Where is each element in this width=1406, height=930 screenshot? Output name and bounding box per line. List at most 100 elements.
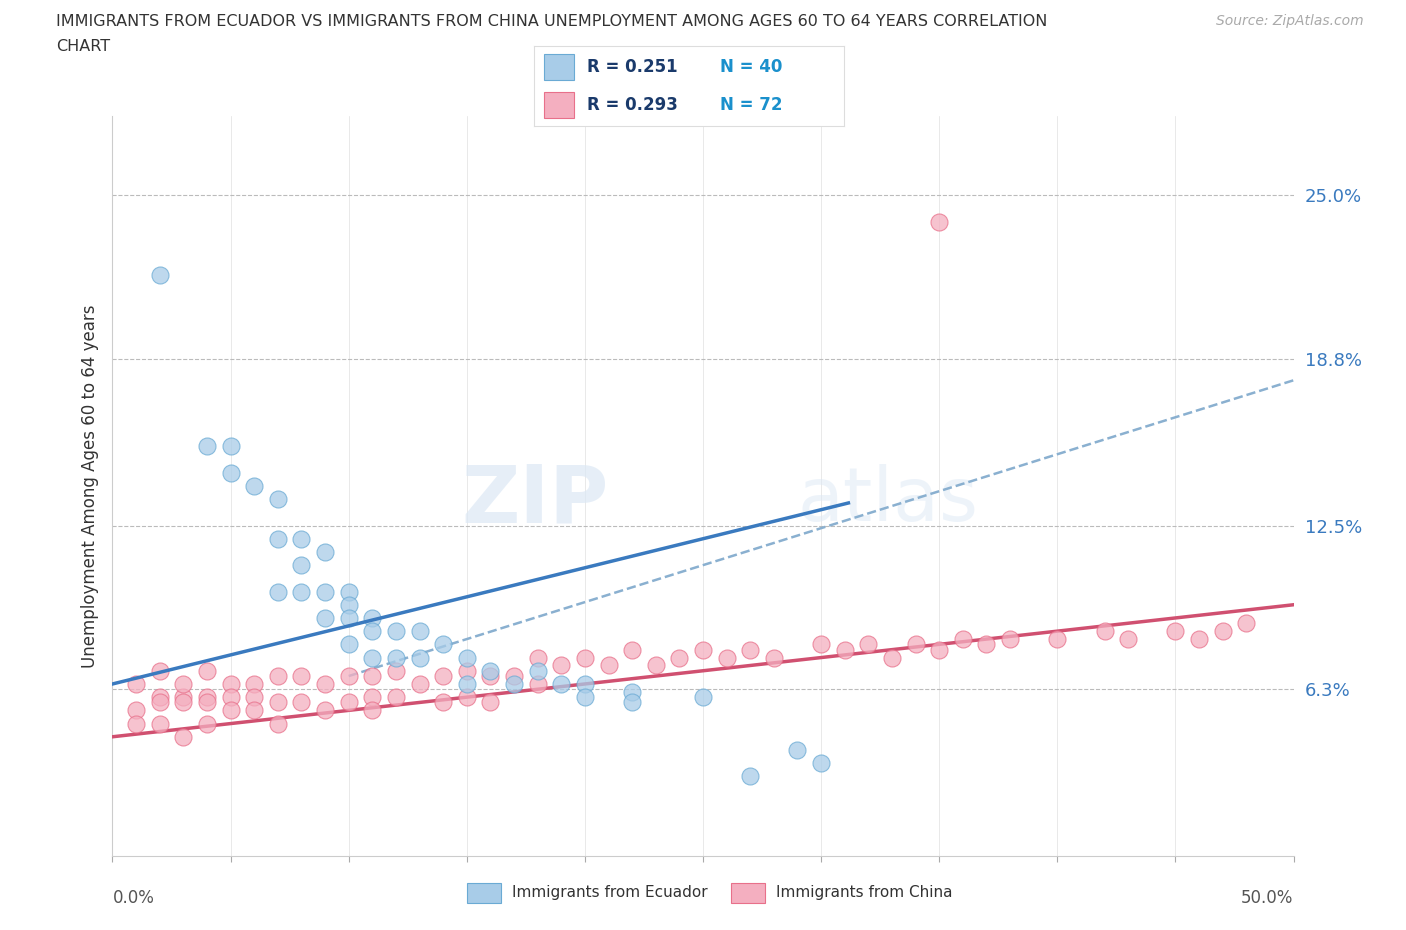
Point	[172, 676, 194, 691]
Point	[219, 439, 242, 454]
Point	[1046, 631, 1069, 646]
Point	[716, 650, 738, 665]
Point	[337, 597, 360, 612]
Text: R = 0.293: R = 0.293	[586, 96, 678, 114]
Y-axis label: Unemployment Among Ages 60 to 64 years: Unemployment Among Ages 60 to 64 years	[80, 304, 98, 668]
Point	[762, 650, 785, 665]
Text: R = 0.251: R = 0.251	[586, 58, 678, 76]
Point	[267, 584, 290, 599]
Point	[243, 703, 266, 718]
Point	[337, 637, 360, 652]
Point	[385, 650, 408, 665]
Point	[290, 531, 312, 546]
Point	[503, 676, 526, 691]
Point	[432, 669, 454, 684]
Point	[479, 663, 502, 678]
Point	[574, 690, 596, 705]
Point	[692, 690, 714, 705]
Point	[361, 703, 384, 718]
Point	[290, 558, 312, 573]
Point	[243, 479, 266, 494]
Point	[314, 703, 336, 718]
Point	[337, 610, 360, 625]
Point	[267, 695, 290, 710]
Point	[149, 690, 172, 705]
Point	[408, 650, 430, 665]
Point	[976, 637, 998, 652]
Point	[503, 669, 526, 684]
Point	[149, 716, 172, 731]
FancyBboxPatch shape	[731, 884, 765, 902]
Point	[668, 650, 690, 665]
Point	[408, 676, 430, 691]
Point	[1212, 624, 1234, 639]
Point	[928, 215, 950, 230]
Point	[267, 492, 290, 507]
Point	[574, 676, 596, 691]
Point	[195, 663, 218, 678]
Point	[456, 663, 478, 678]
Point	[1164, 624, 1187, 639]
Point	[290, 695, 312, 710]
Point	[219, 703, 242, 718]
Point	[1188, 631, 1211, 646]
Point	[243, 676, 266, 691]
Text: Immigrants from China: Immigrants from China	[776, 885, 953, 900]
Point	[1116, 631, 1139, 646]
Point	[314, 610, 336, 625]
Point	[195, 695, 218, 710]
Point	[550, 676, 572, 691]
Point	[314, 584, 336, 599]
Point	[219, 690, 242, 705]
Text: 0.0%: 0.0%	[112, 889, 155, 907]
Text: N = 40: N = 40	[720, 58, 782, 76]
Point	[267, 531, 290, 546]
Point	[574, 650, 596, 665]
Point	[314, 544, 336, 559]
Point	[692, 643, 714, 658]
Point	[928, 643, 950, 658]
Point	[195, 690, 218, 705]
Point	[621, 643, 644, 658]
Point	[361, 690, 384, 705]
Point	[385, 624, 408, 639]
FancyBboxPatch shape	[467, 884, 501, 902]
Point	[598, 658, 620, 673]
Text: CHART: CHART	[56, 39, 110, 54]
Point	[526, 650, 548, 665]
Point	[621, 695, 644, 710]
Point	[267, 716, 290, 731]
Text: atlas: atlas	[797, 464, 979, 538]
Point	[456, 650, 478, 665]
Point	[337, 669, 360, 684]
Point	[810, 756, 832, 771]
Text: ZIP: ZIP	[461, 461, 609, 539]
FancyBboxPatch shape	[544, 54, 575, 80]
Point	[621, 684, 644, 699]
Point	[1094, 624, 1116, 639]
Point	[479, 695, 502, 710]
Point	[432, 637, 454, 652]
Point	[195, 439, 218, 454]
Point	[1234, 616, 1257, 631]
Point	[432, 695, 454, 710]
Point	[952, 631, 974, 646]
Point	[786, 742, 808, 757]
Point	[125, 716, 148, 731]
Point	[550, 658, 572, 673]
Point	[172, 729, 194, 744]
Point	[385, 663, 408, 678]
Point	[998, 631, 1021, 646]
Point	[125, 676, 148, 691]
Point	[858, 637, 880, 652]
Text: Source: ZipAtlas.com: Source: ZipAtlas.com	[1216, 14, 1364, 28]
Point	[219, 676, 242, 691]
Point	[337, 584, 360, 599]
Point	[834, 643, 856, 658]
Point	[880, 650, 903, 665]
Point	[385, 690, 408, 705]
Point	[810, 637, 832, 652]
Point	[361, 624, 384, 639]
Point	[290, 669, 312, 684]
Point	[125, 703, 148, 718]
